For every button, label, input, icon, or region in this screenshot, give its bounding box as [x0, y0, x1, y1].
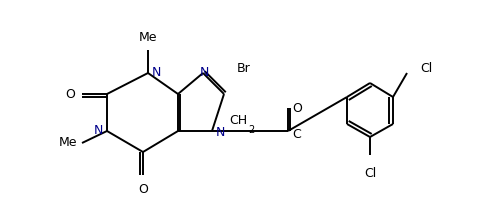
- Text: Me: Me: [139, 31, 157, 44]
- Text: CH: CH: [229, 114, 247, 127]
- Text: N: N: [216, 126, 226, 138]
- Text: Me: Me: [58, 137, 77, 150]
- Text: O: O: [65, 88, 75, 100]
- Text: N: N: [93, 124, 103, 138]
- Text: O: O: [292, 101, 302, 115]
- Text: Cl: Cl: [364, 167, 376, 180]
- Text: 2: 2: [248, 125, 254, 135]
- Text: C: C: [292, 127, 301, 141]
- Text: O: O: [138, 183, 148, 196]
- Text: N: N: [152, 66, 161, 80]
- Text: Cl: Cl: [420, 61, 432, 74]
- Text: N: N: [199, 65, 209, 78]
- Text: Br: Br: [237, 61, 251, 74]
